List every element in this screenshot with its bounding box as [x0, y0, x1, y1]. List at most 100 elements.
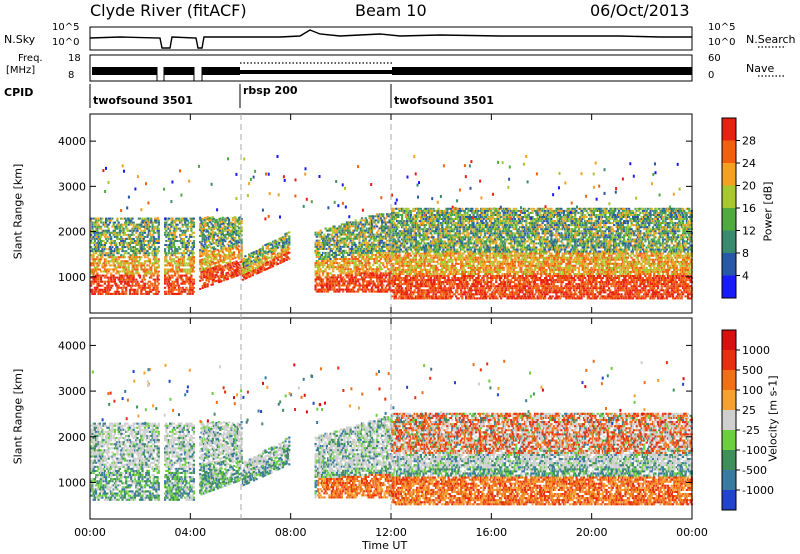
echo-cell [392, 291, 395, 294]
echo-cell [130, 274, 133, 277]
echo-cell [408, 252, 411, 255]
echo-cell [110, 274, 113, 277]
echo-cell [123, 246, 127, 249]
echo-cell [319, 262, 322, 265]
echo-cell [268, 242, 271, 245]
echo-cell [342, 233, 345, 236]
echo-cell [280, 244, 283, 247]
echo-cell [399, 258, 402, 261]
echo-cell [137, 227, 140, 230]
echo-cell [348, 221, 351, 224]
echo-cell [199, 228, 202, 231]
echo-cell [421, 295, 424, 298]
echo-cell [103, 254, 106, 257]
echo-cell [130, 219, 133, 222]
echo-cell [363, 270, 366, 273]
echo-cell [320, 286, 323, 289]
echo-cell [428, 222, 431, 225]
echo-cell [228, 222, 231, 225]
echo-cell [138, 274, 142, 277]
echo-cell [243, 270, 246, 272]
echo-cell [409, 291, 412, 294]
echo-cell [127, 229, 130, 232]
echo-cell [376, 266, 379, 269]
echo-cell [364, 245, 367, 248]
echo-cell [142, 250, 145, 253]
echo-cell [229, 275, 232, 277]
echo-cell [266, 251, 269, 254]
echo-cell [106, 284, 109, 287]
echo-cell [418, 295, 421, 298]
echo-cell [334, 260, 337, 263]
echo-cell [417, 295, 420, 298]
echo-cell [181, 260, 184, 263]
echo-cell [428, 295, 431, 298]
echo-cell [240, 252, 243, 255]
echo-cell [243, 272, 246, 275]
echo-cell [421, 279, 424, 282]
echo-cell [235, 246, 238, 249]
echo-cell [406, 248, 409, 251]
echo-cell [382, 213, 385, 216]
echo-cell [370, 245, 374, 248]
echo-cell [288, 235, 291, 238]
echo-cell [374, 270, 377, 273]
echo-cell [220, 272, 223, 275]
echo-cell [177, 246, 180, 249]
echo-cell [372, 288, 375, 291]
echo-cell [318, 245, 321, 248]
echo-cell [180, 292, 183, 295]
echo-cell [266, 267, 269, 270]
echo-cell [229, 226, 232, 229]
echo-cell [101, 246, 104, 249]
echo-cell [148, 276, 152, 279]
echo-cell [209, 217, 212, 220]
echo-cell [182, 237, 185, 240]
echo-cell [394, 256, 397, 259]
echo-cell [258, 271, 261, 274]
echo-cell [367, 254, 370, 256]
echo-cell [347, 270, 350, 273]
echo-cell [427, 285, 430, 288]
echo-cell [334, 256, 337, 258]
echo-cell [132, 264, 135, 267]
echo-cell [108, 250, 111, 253]
echo-cell [231, 225, 234, 228]
echo-cell [423, 264, 426, 267]
echo-cell [184, 242, 187, 244]
echo-cell [175, 223, 178, 226]
echo-cell [323, 256, 326, 258]
echo-cell [322, 251, 325, 254]
echo-cell [248, 275, 251, 278]
echo-cell [391, 250, 394, 253]
echo-cell [335, 262, 338, 265]
echo-cell [431, 264, 434, 267]
echo-cell [226, 261, 229, 264]
echo-cell [100, 254, 103, 257]
echo-cell [215, 218, 218, 221]
echo-cell [412, 244, 415, 247]
echo-cell [115, 233, 118, 236]
echo-cell [200, 259, 203, 261]
echo-cell [357, 290, 360, 293]
echo-cell [389, 280, 392, 283]
echo-cell [143, 223, 147, 226]
echo-cell [122, 240, 125, 242]
echo-cell [155, 290, 158, 293]
echo-cell [91, 270, 94, 273]
echo-cell [228, 263, 231, 266]
echo-cell [398, 234, 401, 237]
echo-cell [388, 249, 391, 252]
echo-cell [155, 284, 158, 287]
echo-cell [359, 272, 362, 275]
echo-cell [409, 218, 412, 220]
echo-cell [201, 285, 204, 287]
echo-cell [424, 283, 428, 286]
echo-cell [417, 264, 420, 267]
echo-cell [325, 266, 328, 269]
echo-cell [171, 288, 174, 291]
echo-cell [157, 221, 160, 224]
echo-cell [231, 272, 234, 275]
echo-cell [402, 295, 405, 298]
echo-cell [148, 229, 152, 232]
